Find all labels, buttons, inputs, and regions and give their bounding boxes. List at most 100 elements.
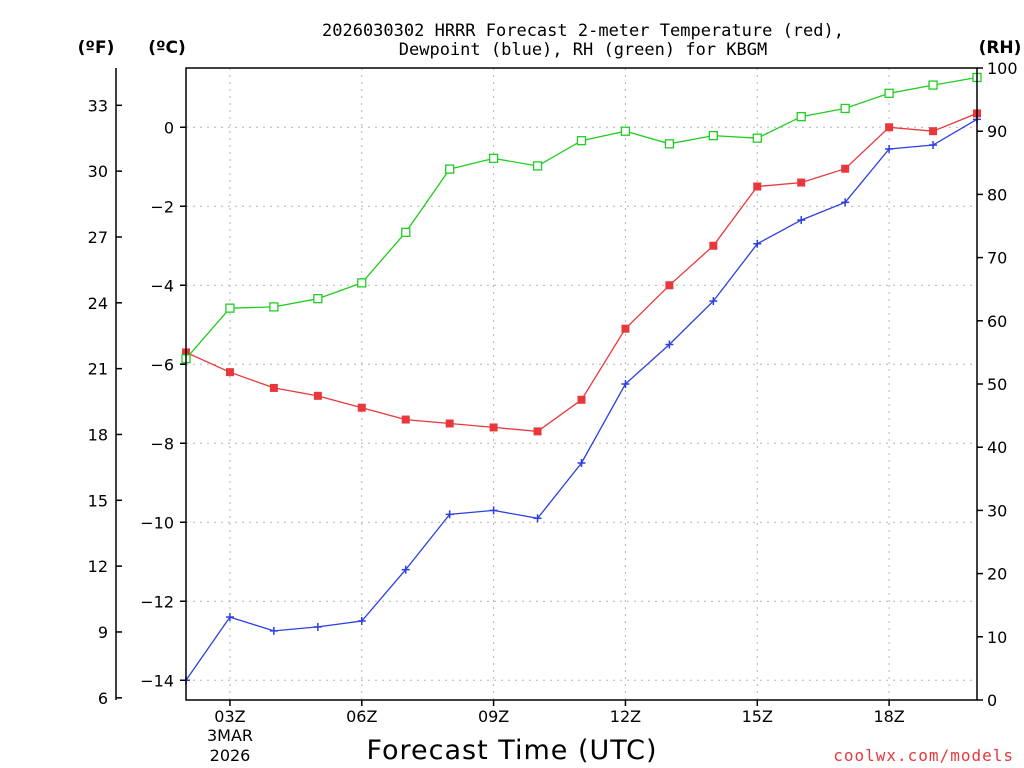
chart-title-line2: Dewpoint (blue), RH (green) for KBGM [399, 40, 767, 60]
x-tick-label: 03Z [214, 707, 245, 726]
fahrenheit-tick-label: 27 [88, 228, 108, 247]
fahrenheit-tick-label: 30 [88, 162, 108, 181]
temperature-point [665, 281, 674, 290]
celsius-tick-label: −8 [150, 434, 174, 453]
rh-point [796, 112, 806, 122]
temperature-point [929, 127, 938, 136]
temperature-point [269, 383, 278, 392]
fahrenheit-tick-label: 33 [88, 96, 108, 115]
rh-point [620, 126, 631, 136]
celsius-tick-label: −14 [140, 671, 174, 690]
temperature-point [313, 391, 322, 400]
celsius-tick-label: −10 [140, 513, 174, 532]
dewpoint-point [841, 198, 850, 207]
temperature-point [885, 123, 894, 132]
rh-point [445, 164, 455, 174]
rh-point [269, 302, 279, 312]
dewpoint-point [225, 613, 234, 622]
rh-point [488, 153, 499, 164]
fahrenheit-tick-label: 18 [88, 425, 108, 444]
temperature-point [445, 419, 454, 428]
rh-point [313, 294, 323, 304]
date-label-line1: 3MAR [207, 726, 253, 745]
fahrenheit-tick-label: 21 [88, 360, 108, 379]
dewpoint-point [533, 514, 542, 523]
celsius-tick-label: −6 [150, 355, 174, 374]
credit-link[interactable]: coolwx.com/models [833, 746, 1014, 765]
dewpoint-point [665, 340, 674, 349]
rh-point [225, 303, 235, 313]
dewpoint-point [797, 216, 806, 225]
fahrenheit-tick-label: 15 [88, 491, 108, 510]
rh-series-line [185, 76, 978, 360]
rh-tick-label: 40 [987, 438, 1007, 457]
rh-point [664, 139, 675, 149]
x-tick-label: 15Z [742, 707, 773, 726]
temperature-point [797, 178, 806, 187]
temperature-point [621, 324, 630, 333]
rh-tick-label: 0 [987, 691, 997, 710]
dewpoint-point [313, 622, 322, 631]
rh-tick-label: 20 [987, 565, 1007, 584]
fahrenheit-tick-label: 24 [88, 294, 108, 313]
dewpoint-point [621, 380, 630, 388]
rh-point [928, 80, 938, 90]
rh-unit-label: (RH) [979, 38, 1022, 58]
rh-tick-label: 30 [987, 501, 1007, 520]
rh-tick-label: 90 [987, 122, 1007, 141]
rh-point [708, 130, 718, 141]
temperature-point [841, 164, 850, 173]
x-tick-label: 18Z [873, 707, 904, 726]
series-layer [181, 72, 982, 685]
temperature-point [357, 403, 366, 412]
temperature-point [753, 182, 762, 191]
rh-tick-label: 100 [987, 59, 1018, 78]
dewpoint-point [709, 297, 718, 306]
dewpoint-point [269, 626, 278, 635]
dewpoint-point [929, 141, 938, 150]
temperature-point [533, 427, 542, 436]
dewpoint-point [401, 565, 410, 574]
fahrenheit-tick-label: 9 [98, 623, 108, 642]
rh-point [884, 88, 894, 98]
dewpoint-point [445, 510, 454, 519]
temperature-point [489, 423, 498, 432]
x-axis-title: Forecast Time (UTC) [366, 735, 657, 766]
temperature-point [401, 415, 410, 424]
dewpoint-point [577, 459, 586, 467]
temperature-point [709, 241, 718, 250]
plot-frame [185, 67, 978, 701]
fahrenheit-tick-label: 6 [98, 689, 108, 708]
rh-point [840, 103, 850, 114]
celsius-tick-label: −2 [150, 197, 174, 216]
celsius-unit-label: (ºC) [148, 38, 186, 58]
rh-point [752, 133, 762, 143]
celsius-tick-label: −12 [140, 592, 174, 611]
dewpoint-point [753, 239, 762, 248]
rh-tick-label: 50 [987, 375, 1007, 394]
dewpoint-point [885, 144, 894, 153]
temperature-point [225, 368, 234, 377]
fahrenheit-unit-label: (ºF) [78, 38, 115, 58]
dewpoint-point [357, 617, 366, 625]
rh-tick-label: 70 [987, 249, 1007, 268]
fahrenheit-tick-label: 12 [88, 557, 108, 576]
x-tick-label: 09Z [478, 707, 509, 726]
celsius-tick-label: 0 [164, 118, 174, 137]
chart-title-line1: 2026030302 HRRR Forecast 2-meter Tempera… [322, 21, 844, 41]
rh-point [576, 136, 587, 146]
temperature-series-line [185, 112, 978, 433]
temperature-point [577, 395, 586, 404]
rh-point [401, 227, 411, 237]
celsius-tick-label: −4 [150, 276, 174, 295]
date-label-line2: 2026 [210, 746, 251, 765]
rh-point [357, 278, 367, 288]
x-tick-label: 12Z [610, 707, 641, 726]
rh-tick-label: 10 [987, 628, 1007, 647]
grid-lines [186, 68, 977, 700]
rh-point [532, 161, 543, 171]
dewpoint-point [489, 506, 498, 515]
x-tick-label: 06Z [346, 707, 377, 726]
rh-tick-label: 60 [987, 312, 1007, 331]
